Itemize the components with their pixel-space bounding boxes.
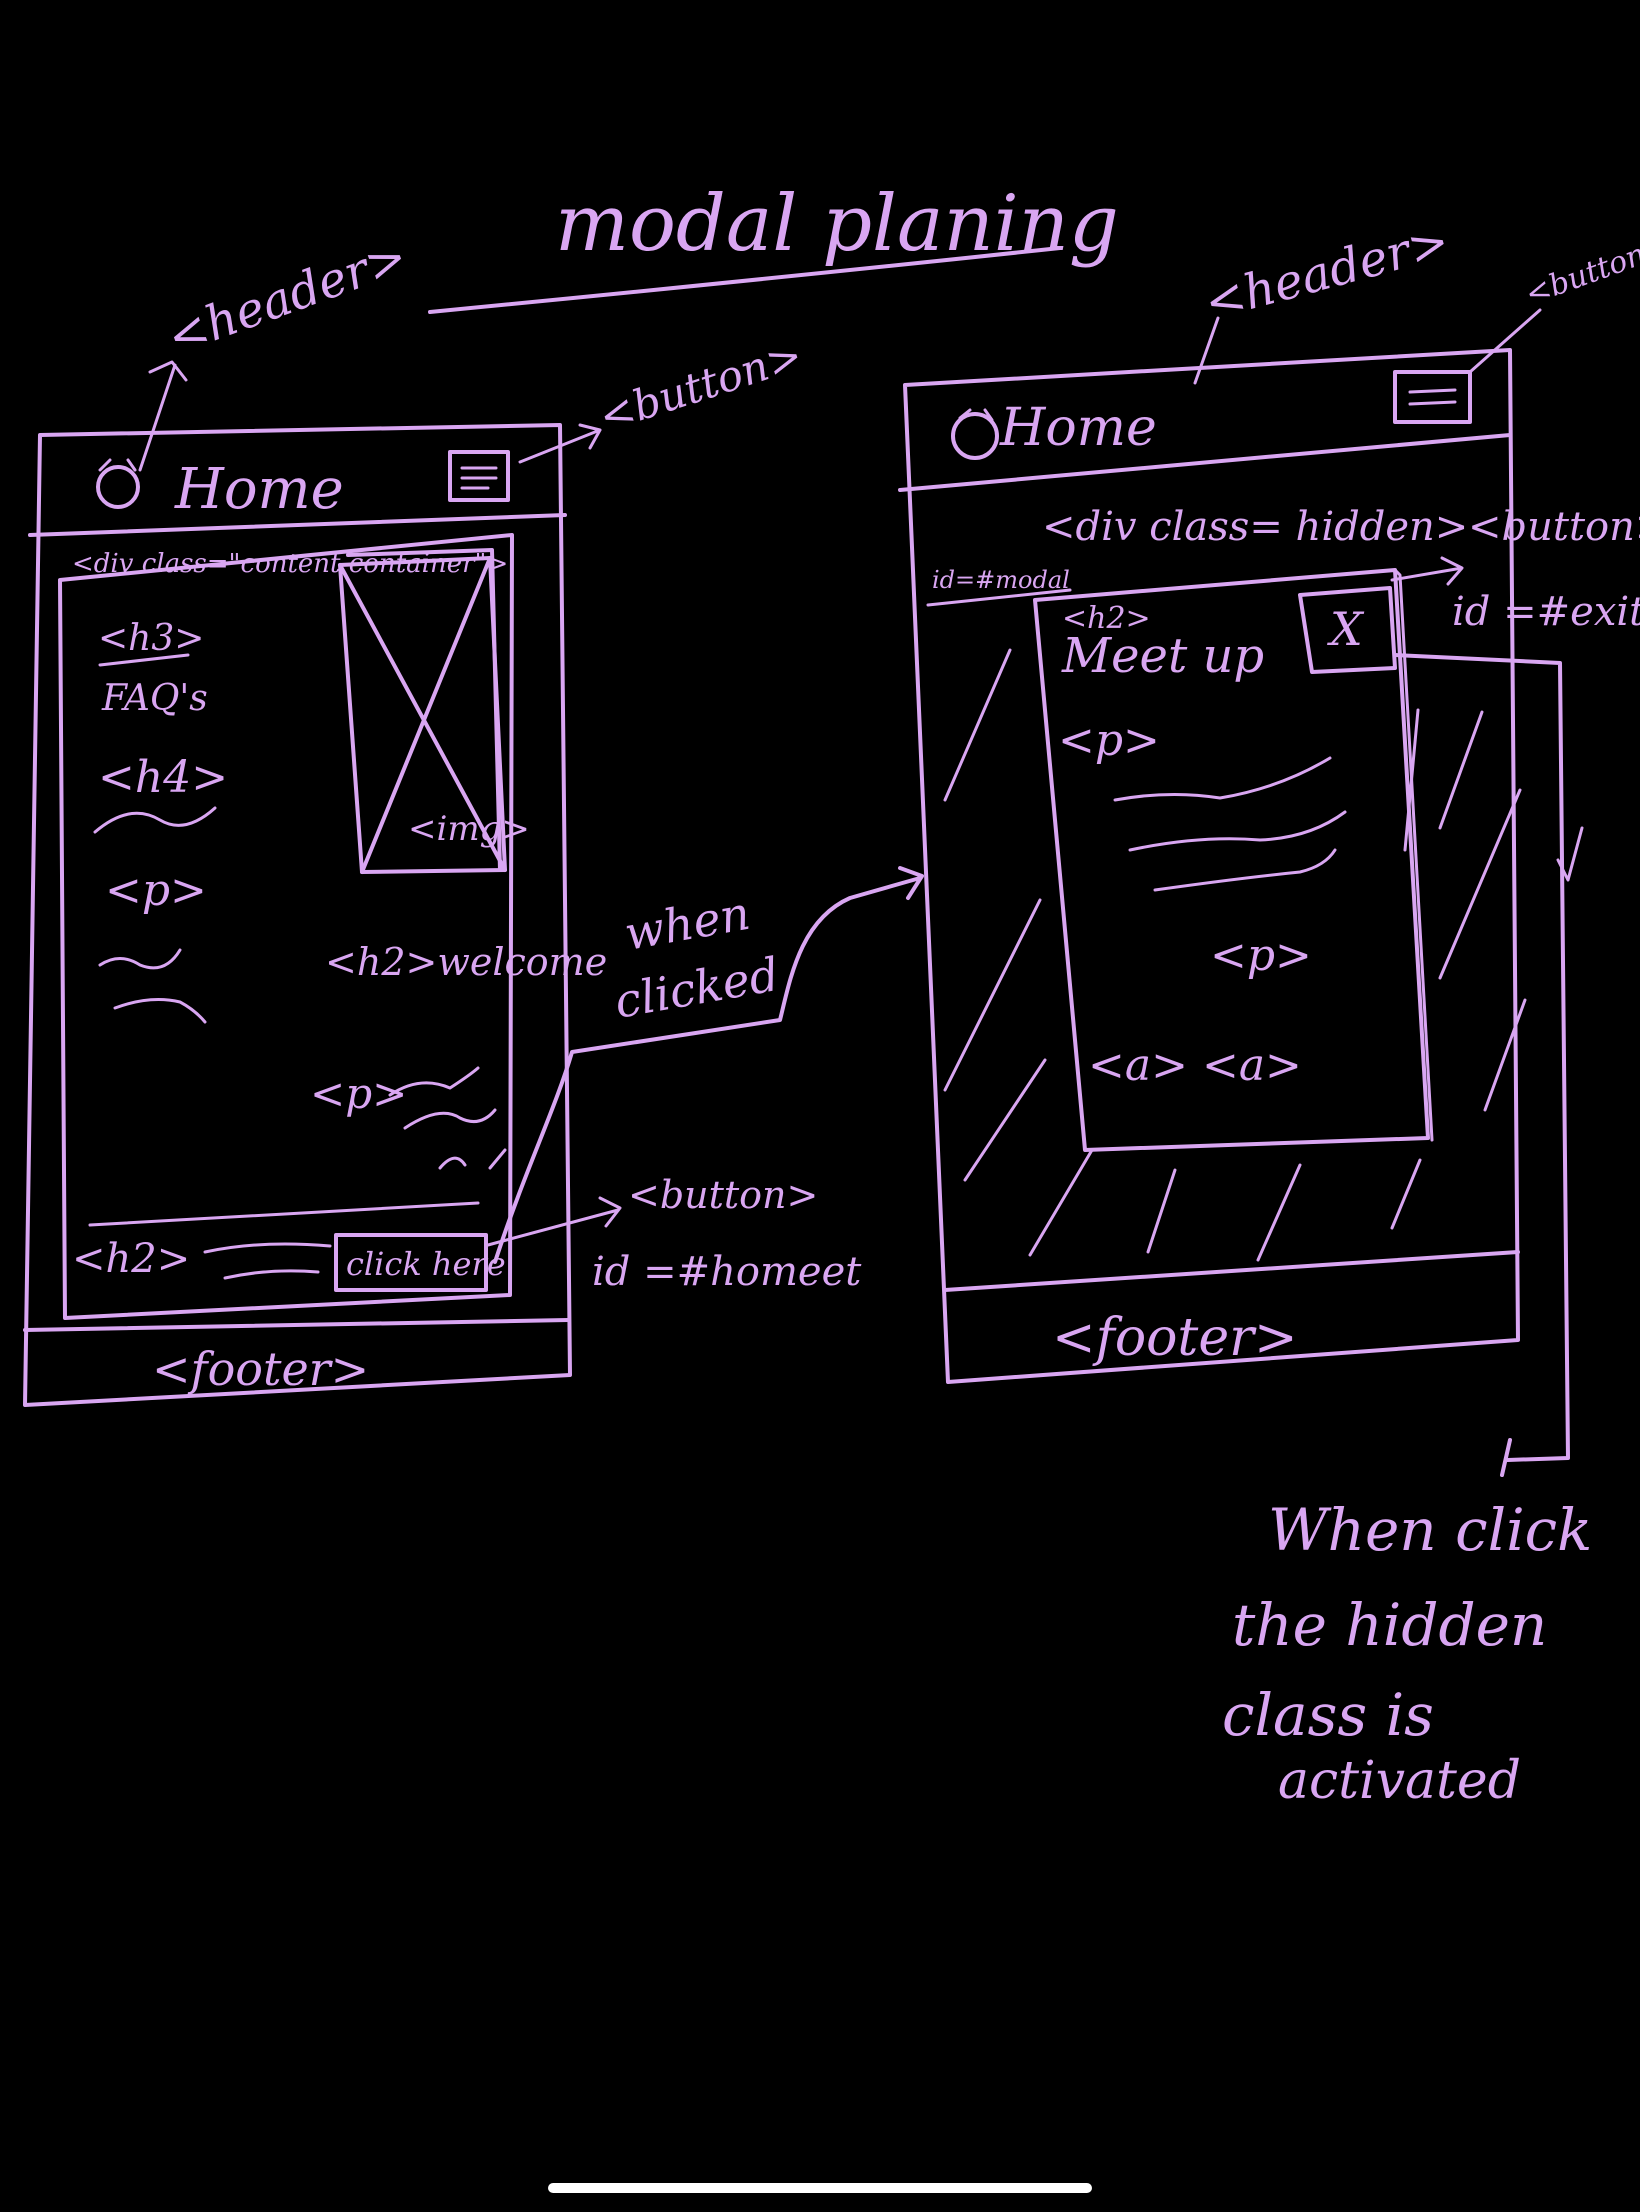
right-p-squiggle-3 bbox=[1153, 848, 1337, 892]
title-underline bbox=[428, 246, 1062, 314]
left-wireframe: Home <header> <button> <div class="conte… bbox=[23, 228, 862, 1407]
when-clicked-label-1: when bbox=[621, 886, 754, 961]
right-exit-button-label: <button> bbox=[1468, 504, 1640, 550]
left-p-squiggle-2 bbox=[113, 998, 207, 1024]
left-click-here-label: click here bbox=[346, 1245, 506, 1283]
left-container-label: <div class="content container"> bbox=[72, 549, 508, 579]
right-p-squiggle-1 bbox=[1113, 756, 1332, 802]
left-bottom-divider bbox=[88, 1201, 480, 1227]
left-button-arrow bbox=[518, 423, 602, 464]
left-header-home: Home bbox=[174, 457, 344, 522]
right-menu-button[interactable] bbox=[1393, 370, 1472, 424]
left-img-label: <img> bbox=[408, 809, 530, 849]
left-p2-squiggle-1 bbox=[388, 1066, 480, 1097]
right-close-button[interactable]: X bbox=[1298, 586, 1397, 674]
left-content-container bbox=[58, 533, 514, 1320]
left-click-button-arrow bbox=[486, 1196, 622, 1247]
right-modal-id: id=#modal bbox=[932, 566, 1070, 594]
right-header-divider bbox=[898, 433, 1512, 492]
annotation-note: When click the hidden class is activated bbox=[1222, 1496, 1592, 1811]
left-click-here-button[interactable]: click here bbox=[334, 1233, 506, 1292]
left-h4-tag: <h4> bbox=[98, 752, 228, 803]
left-p2-squiggle-2 bbox=[403, 1108, 497, 1130]
right-p-tag-2: <p> bbox=[1210, 930, 1312, 981]
left-button-label: <button> bbox=[593, 330, 808, 442]
left-footer-label: <footer> bbox=[152, 1342, 369, 1396]
left-footer-divider bbox=[23, 1318, 570, 1332]
left-h3-text: FAQ's bbox=[101, 678, 208, 719]
left-p-squiggle-1 bbox=[98, 948, 182, 970]
note-line-2: the hidden bbox=[1232, 1591, 1547, 1659]
close-to-note-connector bbox=[1393, 653, 1570, 1477]
right-header-home: Home bbox=[999, 398, 1157, 458]
left-h3-underline bbox=[98, 653, 190, 667]
right-modal-box bbox=[1033, 568, 1430, 1152]
right-header-label: <header> bbox=[1199, 213, 1455, 332]
right-wireframe: Home <header> <button> <div class= hidde… bbox=[898, 213, 1640, 1384]
right-button-arrow bbox=[1468, 308, 1542, 374]
left-button-label-2: <button> bbox=[628, 1173, 818, 1217]
note-line-1: When click bbox=[1268, 1496, 1592, 1564]
when-clicked-connector bbox=[493, 866, 924, 1264]
right-h2-tag: <h2> bbox=[1062, 601, 1151, 636]
left-home-icon bbox=[96, 458, 140, 509]
right-a-tags: <a> <a> bbox=[1088, 1040, 1302, 1091]
note-down-arrow bbox=[1556, 826, 1584, 882]
note-line-3: class is bbox=[1222, 1681, 1434, 1749]
right-overlay-hatching bbox=[943, 648, 1527, 1262]
right-close-x: X bbox=[1327, 602, 1365, 656]
right-phone-frame bbox=[903, 348, 1520, 1384]
left-p-tag: <p> bbox=[105, 865, 207, 916]
right-footer-label: <footer> bbox=[1052, 1308, 1298, 1368]
left-h2-tag: <h2> bbox=[72, 1236, 190, 1282]
left-image-placeholder bbox=[338, 548, 507, 874]
left-h3-tag: <h3> bbox=[98, 618, 204, 659]
right-close-arrow bbox=[1390, 556, 1464, 586]
right-button-label: <button> bbox=[1521, 228, 1640, 312]
left-h2-squiggle-2 bbox=[223, 1269, 320, 1280]
right-home-icon bbox=[951, 408, 999, 460]
right-h2-text: Meet up bbox=[1061, 628, 1264, 684]
right-p-tag: <p> bbox=[1058, 715, 1160, 766]
right-modal-id-underline bbox=[926, 588, 1072, 607]
home-indicator-bar bbox=[548, 2183, 1092, 2193]
left-h2-squiggle-1 bbox=[203, 1242, 332, 1254]
left-p2-squiggle-3 bbox=[438, 1148, 507, 1170]
right-exit-id: id =#exit bbox=[1452, 589, 1640, 635]
right-modal-shadow bbox=[1393, 568, 1434, 1142]
right-hidden-div-label: <div class= hidden> bbox=[1042, 504, 1468, 550]
left-button-id: id =#homeet bbox=[592, 1249, 862, 1295]
left-h2-welcome: <h2>welcome bbox=[325, 940, 607, 984]
left-menu-button[interactable] bbox=[448, 450, 510, 502]
left-header-label: <header> bbox=[160, 228, 415, 366]
left-header-arrow bbox=[138, 360, 188, 472]
right-header-arrow bbox=[1193, 316, 1220, 385]
right-p-squiggle-2 bbox=[1128, 810, 1347, 852]
right-footer-divider bbox=[943, 1250, 1520, 1292]
left-phone-frame bbox=[23, 423, 572, 1407]
left-h4-squiggle bbox=[93, 806, 217, 834]
note-line-4: activated bbox=[1278, 1751, 1521, 1811]
left-header-divider bbox=[28, 513, 567, 537]
diagram-title: modal planing bbox=[555, 179, 1119, 269]
